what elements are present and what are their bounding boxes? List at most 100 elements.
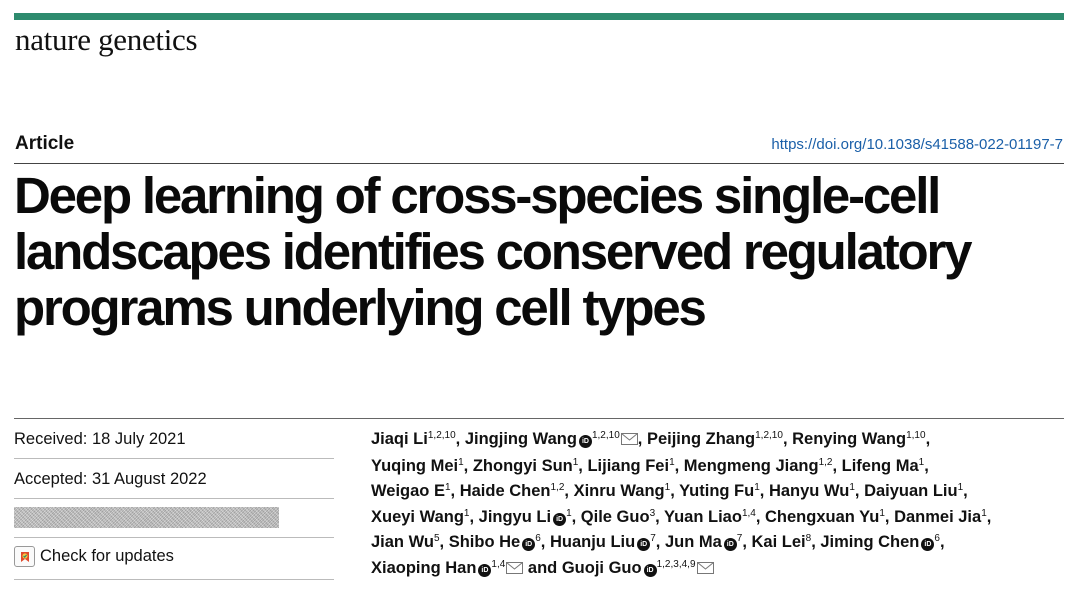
author-name[interactable]: Danmei Jia: [894, 507, 982, 526]
author-name[interactable]: Haide Chen: [459, 482, 551, 500]
author-separator: ,: [782, 430, 793, 448]
received-date-row: Received: 18 July 2021: [14, 419, 334, 459]
article-type-label: Article: [15, 133, 75, 154]
affiliation-superscript: 1,2: [818, 456, 833, 468]
author-entry: Jun Ma iD7,: [665, 533, 752, 551]
author-entry: Yuting Fu1,: [679, 482, 769, 500]
author-name[interactable]: Qile Guo: [580, 507, 650, 526]
author-entry: Xiaoping Han iD1,4: [371, 559, 528, 577]
title-line: Deep learning of cross-species single-ce…: [14, 167, 941, 224]
author-entry: Yuqing Mei1,: [371, 457, 473, 475]
author-name[interactable]: Hanyu Wu: [768, 482, 850, 500]
journal-name[interactable]: nature genetics: [15, 22, 198, 57]
author-name[interactable]: and Guoji Guo: [527, 558, 642, 577]
author-name[interactable]: Peijing Zhang: [646, 430, 756, 448]
affiliation-superscript: 1,4: [741, 507, 756, 519]
author-entry: Haide Chen1,2,: [460, 482, 574, 500]
email-icon[interactable]: [620, 428, 638, 454]
author-separator: ,: [469, 507, 479, 526]
author-name[interactable]: Yuting Fu: [679, 482, 755, 500]
accepted-date: Accepted: 31 August 2022: [14, 470, 207, 488]
author-line: Xiaoping Han iD1,4 and Guoji Guo iD1,2,3,4…: [371, 556, 1061, 583]
author-name[interactable]: Xinru Wang: [573, 482, 665, 500]
author-entry: Lifeng Ma1,: [842, 457, 929, 475]
orcid-icon[interactable]: iD: [921, 538, 935, 551]
author-name[interactable]: Renying Wang: [792, 430, 907, 448]
author-separator: ,: [540, 533, 550, 551]
affiliation-superscript: 1: [981, 507, 987, 519]
orcid-icon[interactable]: iD: [637, 538, 651, 551]
author-name[interactable]: Xueyi Wang: [371, 507, 464, 526]
author-name[interactable]: Jingyu Li: [478, 507, 552, 526]
email-icon[interactable]: [506, 557, 524, 583]
title-line: programs underlying cell types: [14, 279, 707, 336]
title-line: landscapes identifies conserved regulato…: [14, 223, 973, 280]
redacted-bar: [14, 507, 279, 528]
author-entry: Yuan Liao1,4,: [664, 508, 765, 526]
author-separator: ,: [455, 430, 465, 448]
author-name[interactable]: Yuan Liao: [664, 507, 742, 526]
author-line: Jian Wu5, Shibo He iD6, Huanju Liu iD7, Ju…: [371, 530, 1061, 556]
author-name[interactable]: Kai Lei: [751, 533, 806, 551]
author-line: Jiaqi Li1,2,10, Jingjing Wang iD1,2,10, P…: [371, 427, 1061, 454]
author-name[interactable]: Lifeng Ma: [841, 456, 919, 475]
author-line: Xueyi Wang1, Jingyu Li iD1, Qile Guo3, Yu…: [371, 505, 1061, 531]
author-separator: ,: [939, 533, 945, 551]
author-entry: Jian Wu5,: [371, 533, 449, 551]
affiliation-superscript: 6: [535, 533, 541, 544]
author-separator: ,: [637, 430, 647, 448]
author-name[interactable]: Jiaqi Li: [371, 430, 428, 448]
affiliation-superscript: 8: [805, 533, 812, 544]
author-name[interactable]: Xiaoping Han: [371, 558, 477, 577]
orcid-icon[interactable]: iD: [522, 538, 536, 551]
author-name[interactable]: Yuqing Mei: [371, 456, 459, 475]
orcid-icon[interactable]: iD: [478, 563, 492, 577]
author-entry: Peijing Zhang1,2,10,: [647, 430, 792, 448]
author-name[interactable]: Mengmeng Jiang: [683, 456, 819, 475]
author-name[interactable]: Jingjing Wang: [464, 430, 577, 448]
journal-accent-bar: [14, 13, 1064, 20]
orcid-icon[interactable]: iD: [723, 538, 737, 551]
author-line: Yuqing Mei1, Zhongyi Sun1, Lijiang Fei1,…: [371, 454, 1061, 480]
author-separator: ,: [811, 533, 821, 551]
affiliation-superscript: 5: [433, 533, 440, 544]
affiliation-superscript: 1,10: [906, 430, 926, 441]
author-separator: ,: [925, 430, 931, 448]
affiliation-superscript: 1,4: [491, 558, 506, 570]
author-name[interactable]: Huanju Liu: [549, 533, 636, 551]
author-separator: ,: [854, 482, 865, 500]
author-name[interactable]: Daiyuan Liu: [864, 482, 958, 500]
author-entry: Lijiang Fei1,: [587, 457, 683, 475]
orcid-icon[interactable]: iD: [553, 512, 567, 526]
doi-link[interactable]: https://doi.org/10.1038/s41588-022-01197…: [771, 136, 1063, 153]
check-for-updates-button[interactable]: Check for updates: [14, 546, 174, 567]
author-name[interactable]: Weigao E: [371, 482, 445, 500]
author-name[interactable]: Jun Ma: [664, 533, 722, 551]
author-line: Weigao E1, Haide Chen1,2, Xinru Wang1, Y…: [371, 479, 1061, 505]
author-name[interactable]: Shibo He: [448, 533, 521, 551]
author-entry: Renying Wang1,10,: [792, 430, 930, 448]
affiliation-superscript: 1: [957, 482, 964, 493]
affiliation-superscript: 1,2,10: [591, 430, 620, 441]
author-entry: Danmei Jia1,: [894, 508, 991, 526]
author-entry: Xinru Wang1,: [574, 482, 680, 500]
author-separator: ,: [755, 507, 766, 526]
orcid-icon[interactable]: iD: [578, 435, 592, 448]
received-date: Received: 18 July 2021: [14, 430, 186, 448]
author-separator: ,: [742, 533, 752, 551]
author-separator: ,: [578, 456, 588, 475]
author-name[interactable]: Chengxuan Yu: [765, 507, 880, 526]
affiliation-superscript: 7: [650, 533, 656, 544]
author-name[interactable]: Jian Wu: [371, 533, 434, 551]
metadata-divider: [14, 537, 334, 538]
author-name[interactable]: Zhongyi Sun: [472, 456, 573, 475]
author-separator: ,: [963, 482, 968, 500]
author-entry: Kai Lei8,: [752, 533, 821, 551]
affiliation-superscript: 1,2,10: [755, 430, 783, 441]
author-name[interactable]: Jiming Chen: [820, 533, 920, 551]
affiliation-superscript: 1: [754, 482, 760, 493]
orcid-icon[interactable]: iD: [643, 563, 657, 577]
author-name[interactable]: Lijiang Fei: [587, 456, 670, 475]
affiliation-superscript: 1: [669, 456, 675, 468]
email-icon[interactable]: [696, 557, 714, 583]
